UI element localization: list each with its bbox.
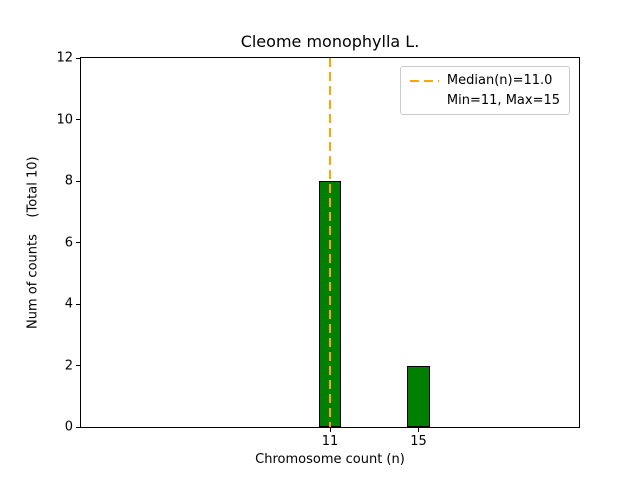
y-tick-mark xyxy=(76,303,80,305)
x-tick-mark xyxy=(418,428,420,432)
y-tick-label: 12 xyxy=(56,50,73,66)
y-axis-label: Num of counts (Total 10) xyxy=(25,156,41,329)
y-tick-mark xyxy=(76,180,80,182)
y-tick-label: 8 xyxy=(64,173,73,189)
x-tick-mark xyxy=(329,428,331,432)
y-tick-label: 0 xyxy=(64,419,73,435)
plot-area: Median(n)=11.0 Min=11, Max=15 xyxy=(80,57,580,428)
chart-title: Cleome monophylla L. xyxy=(240,32,420,51)
legend-entry-median: Median(n)=11.0 xyxy=(409,73,560,88)
y-tick-mark xyxy=(76,57,80,59)
y-tick-label: 2 xyxy=(64,358,73,373)
y-tick-mark xyxy=(76,119,80,120)
median-dashed-line-swatch xyxy=(409,79,439,82)
x-tick-label: 15 xyxy=(410,434,427,449)
x-axis-label: Chromosome count (n) xyxy=(255,452,405,467)
y-tick-label: 6 xyxy=(64,235,73,250)
y-tick-mark xyxy=(76,426,80,428)
bar-n15 xyxy=(407,365,430,427)
legend-entry-minmax: Min=11, Max=15 xyxy=(410,93,560,108)
legend-label-median: Median(n)=11.0 xyxy=(446,73,553,88)
x-tick-label: 11 xyxy=(321,434,339,449)
y-tick-label: 4 xyxy=(64,296,73,312)
y-tick-mark xyxy=(76,242,80,243)
y-tick-label: 10 xyxy=(56,112,73,127)
legend: Median(n)=11.0 Min=11, Max=15 xyxy=(399,66,570,115)
median-line xyxy=(329,58,331,427)
y-tick-mark xyxy=(76,365,80,366)
legend-empty-swatch xyxy=(410,100,439,102)
legend-label-minmax: Min=11, Max=15 xyxy=(446,93,560,108)
